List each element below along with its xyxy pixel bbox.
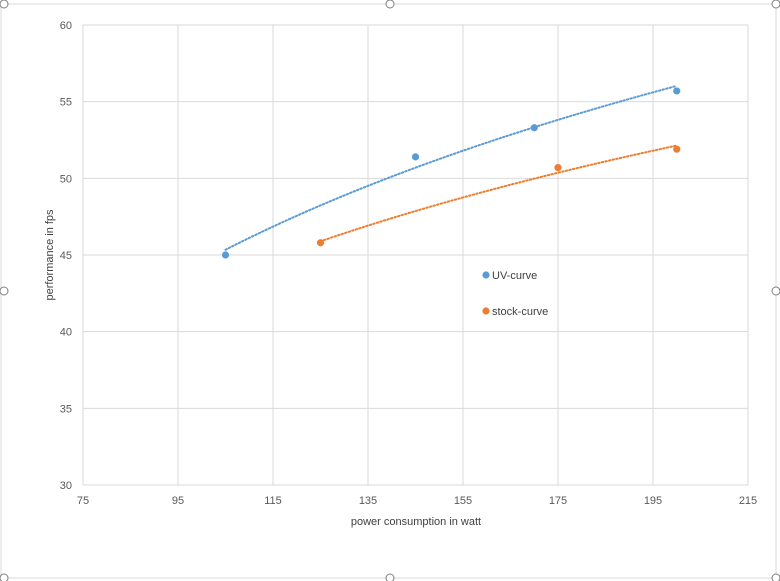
x-tick-label: 135 xyxy=(359,495,377,507)
resize-handle-left[interactable] xyxy=(0,286,9,296)
resize-handle-top-left[interactable] xyxy=(0,0,9,9)
x-tick-label: 75 xyxy=(77,495,89,507)
stock-data-point xyxy=(673,145,681,153)
x-tick-label: 175 xyxy=(549,495,567,507)
y-axis-title: performance in fps xyxy=(44,209,56,301)
gridlines xyxy=(82,24,749,486)
uv-data-point xyxy=(411,153,420,161)
resize-handle-bottom[interactable] xyxy=(385,573,395,581)
y-tick-label: 60 xyxy=(60,20,72,32)
data-points xyxy=(221,87,681,259)
y-tick-label: 55 xyxy=(60,97,72,109)
legend-marker xyxy=(482,271,490,279)
y-tick-label: 30 xyxy=(60,480,72,492)
uv-data-point xyxy=(530,124,538,132)
resize-handle-top-right[interactable] xyxy=(771,0,780,9)
resize-handle-bottom-left[interactable] xyxy=(0,573,9,581)
x-tick-label: 95 xyxy=(172,495,184,507)
trendlines xyxy=(224,84,678,251)
stock-data-point xyxy=(554,164,562,172)
legend-label: UV-curve xyxy=(492,270,537,282)
stock-data-point xyxy=(316,239,325,247)
y-tick-label: 50 xyxy=(60,173,72,185)
x-tick-label: 155 xyxy=(454,495,472,507)
legend: UV-curve stock-curve xyxy=(482,270,548,318)
x-tick-label: 195 xyxy=(644,495,662,507)
uv-data-point xyxy=(221,251,230,259)
uv-data-point xyxy=(673,87,681,95)
trendline-uv xyxy=(224,84,678,251)
y-tick-label: 40 xyxy=(60,327,72,339)
y-tick-label: 45 xyxy=(60,250,72,262)
resize-handle-bottom-right[interactable] xyxy=(771,573,780,581)
x-tick-label: 115 xyxy=(264,495,282,507)
resize-handle-right[interactable] xyxy=(771,286,780,296)
trendline-stock xyxy=(319,144,678,243)
x-axis-title: power consumption in watt xyxy=(351,516,481,528)
legend-marker xyxy=(482,307,490,315)
x-axis-ticks: 75 95 115 135 155 175 195 215 xyxy=(77,495,757,507)
y-axis-ticks: 30 35 40 45 50 55 60 xyxy=(60,20,72,492)
x-tick-label: 215 xyxy=(739,495,757,507)
resize-handle-top[interactable] xyxy=(385,0,395,9)
y-tick-label: 35 xyxy=(60,403,72,415)
legend-label: stock-curve xyxy=(492,306,548,318)
